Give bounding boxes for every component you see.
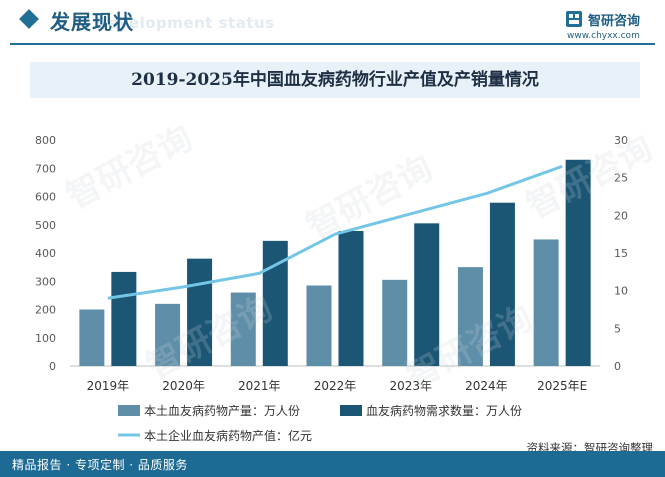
y-left-tick-label: 300 — [35, 275, 56, 288]
x-tick-label: 2020年 — [162, 379, 205, 393]
bar-demand — [414, 223, 440, 366]
y-left-tick-label: 0 — [49, 360, 56, 373]
y-left-tick-label: 100 — [35, 332, 56, 345]
y-left-tick-label: 400 — [35, 247, 56, 260]
bar-demand — [111, 271, 137, 366]
x-tick-label: 2024年 — [465, 379, 508, 393]
legend-label: 血友病药物需求数量：万人份 — [366, 403, 522, 418]
legend-label: 本土血友病药物产量：万人份 — [144, 403, 300, 418]
header-divider — [10, 43, 655, 45]
x-tick-label: 2023年 — [389, 379, 432, 393]
y-left-tick-label: 600 — [35, 191, 56, 204]
bar-demand — [338, 230, 364, 366]
bar-production — [457, 267, 483, 366]
page-header: Development status 发展现状 智研咨询 www.chyxx.c… — [0, 0, 665, 45]
section-title: 发展现状 — [50, 10, 134, 34]
legend-swatch-production — [118, 405, 140, 416]
y-left-tick-label: 800 — [35, 134, 56, 147]
bar-production — [306, 285, 332, 366]
y-right-tick-label: 25 — [614, 172, 628, 185]
bar-demand — [489, 202, 515, 366]
logo-url: www.chyxx.com — [567, 31, 640, 41]
x-tick-label: 2025年E — [537, 379, 587, 393]
y-right-tick-label: 5 — [614, 322, 621, 335]
bar-demand — [565, 159, 591, 366]
legend-swatch-demand — [340, 405, 362, 416]
legend-label: 本土企业血友病药物产值：亿元 — [144, 428, 312, 443]
logo-name: 智研咨询 — [588, 14, 641, 29]
y-right-tick-label: 10 — [614, 285, 628, 298]
y-right-tick-label: 30 — [614, 134, 628, 147]
footer-band: 精品报告 · 专项定制 · 品质服务 — [0, 451, 665, 477]
section-subtitle: Development status — [95, 14, 275, 32]
y-left-tick-label: 700 — [35, 162, 56, 175]
chart-title-band: 2019-2025年中国血友病药物行业产值及产销量情况 — [30, 62, 640, 98]
bar-production — [533, 239, 559, 366]
logo-icon — [566, 11, 582, 27]
x-tick-label: 2019年 — [87, 379, 130, 393]
bar-production — [230, 292, 256, 366]
bar-production — [79, 309, 105, 366]
line-output-value — [107, 164, 563, 300]
bar-production — [382, 279, 408, 366]
chart-title: 2019-2025年中国血友病药物行业产值及产销量情况 — [131, 70, 539, 90]
bar-demand — [187, 258, 213, 366]
bar-production — [155, 303, 181, 366]
y-right-tick-label: 20 — [614, 209, 628, 222]
footer-slogan: 精品报告 · 专项定制 · 品质服务 — [12, 458, 188, 472]
y-right-tick-label: 0 — [614, 360, 621, 373]
x-tick-label: 2021年 — [238, 379, 281, 393]
y-left-tick-label: 500 — [35, 219, 56, 232]
y-left-tick-label: 200 — [35, 304, 56, 317]
y-right-tick-label: 15 — [614, 247, 628, 260]
x-tick-label: 2022年 — [314, 379, 357, 393]
